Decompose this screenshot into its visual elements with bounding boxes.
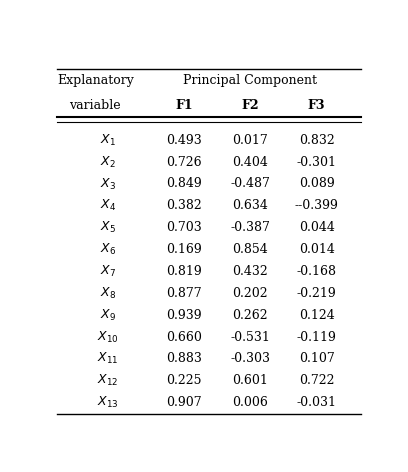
Text: $X_9$: $X_9$ xyxy=(100,308,116,323)
Text: Explanatory: Explanatory xyxy=(57,74,134,87)
Text: $X_{13}$: $X_{13}$ xyxy=(97,395,119,410)
Text: -0.219: -0.219 xyxy=(297,287,337,300)
Text: -0.531: -0.531 xyxy=(230,330,270,344)
Text: F3: F3 xyxy=(308,99,325,112)
Text: 0.634: 0.634 xyxy=(232,199,268,212)
Text: $X_1$: $X_1$ xyxy=(100,133,116,148)
Text: variable: variable xyxy=(69,99,121,112)
Text: 0.832: 0.832 xyxy=(299,134,335,147)
Text: 0.883: 0.883 xyxy=(166,353,202,365)
Text: Principal Component: Principal Component xyxy=(183,74,317,87)
Text: 0.601: 0.601 xyxy=(232,374,268,387)
Text: 0.722: 0.722 xyxy=(299,374,335,387)
Text: 0.907: 0.907 xyxy=(166,396,202,409)
Text: 0.017: 0.017 xyxy=(232,134,268,147)
Text: $X_5$: $X_5$ xyxy=(100,220,116,235)
Text: 0.169: 0.169 xyxy=(166,243,202,256)
Text: 0.262: 0.262 xyxy=(233,309,268,321)
Text: -0.119: -0.119 xyxy=(297,330,337,344)
Text: 0.432: 0.432 xyxy=(232,265,268,278)
Text: $X_6$: $X_6$ xyxy=(100,242,116,257)
Text: $X_{10}$: $X_{10}$ xyxy=(97,329,119,345)
Text: 0.044: 0.044 xyxy=(299,221,335,234)
Text: --0.399: --0.399 xyxy=(295,199,339,212)
Text: -0.303: -0.303 xyxy=(230,353,270,365)
Text: -0.301: -0.301 xyxy=(297,156,337,169)
Text: -0.387: -0.387 xyxy=(230,221,270,234)
Text: 0.014: 0.014 xyxy=(299,243,335,256)
Text: 0.877: 0.877 xyxy=(166,287,202,300)
Text: -0.031: -0.031 xyxy=(297,396,337,409)
Text: $X_8$: $X_8$ xyxy=(100,286,116,301)
Text: 0.854: 0.854 xyxy=(232,243,268,256)
Text: 0.124: 0.124 xyxy=(299,309,335,321)
Text: 0.225: 0.225 xyxy=(166,374,202,387)
Text: -0.168: -0.168 xyxy=(297,265,337,278)
Text: 0.202: 0.202 xyxy=(233,287,268,300)
Text: 0.726: 0.726 xyxy=(166,156,202,169)
Text: 0.703: 0.703 xyxy=(166,221,202,234)
Text: 0.849: 0.849 xyxy=(166,177,202,191)
Text: 0.493: 0.493 xyxy=(166,134,202,147)
Text: F1: F1 xyxy=(175,99,193,112)
Text: $X_2$: $X_2$ xyxy=(100,154,116,169)
Text: 0.006: 0.006 xyxy=(232,396,268,409)
Text: 0.089: 0.089 xyxy=(299,177,335,191)
Text: -0.487: -0.487 xyxy=(230,177,270,191)
Text: 0.404: 0.404 xyxy=(232,156,268,169)
Text: $X_4$: $X_4$ xyxy=(100,198,116,213)
Text: 0.107: 0.107 xyxy=(299,353,335,365)
Text: F2: F2 xyxy=(242,99,259,112)
Text: $X_7$: $X_7$ xyxy=(100,264,116,279)
Text: $X_3$: $X_3$ xyxy=(100,177,116,192)
Text: $X_{11}$: $X_{11}$ xyxy=(97,351,119,366)
Text: 0.819: 0.819 xyxy=(166,265,202,278)
Text: 0.382: 0.382 xyxy=(166,199,202,212)
Text: 0.660: 0.660 xyxy=(166,330,202,344)
Text: $X_{12}$: $X_{12}$ xyxy=(97,373,119,388)
Text: 0.939: 0.939 xyxy=(166,309,202,321)
